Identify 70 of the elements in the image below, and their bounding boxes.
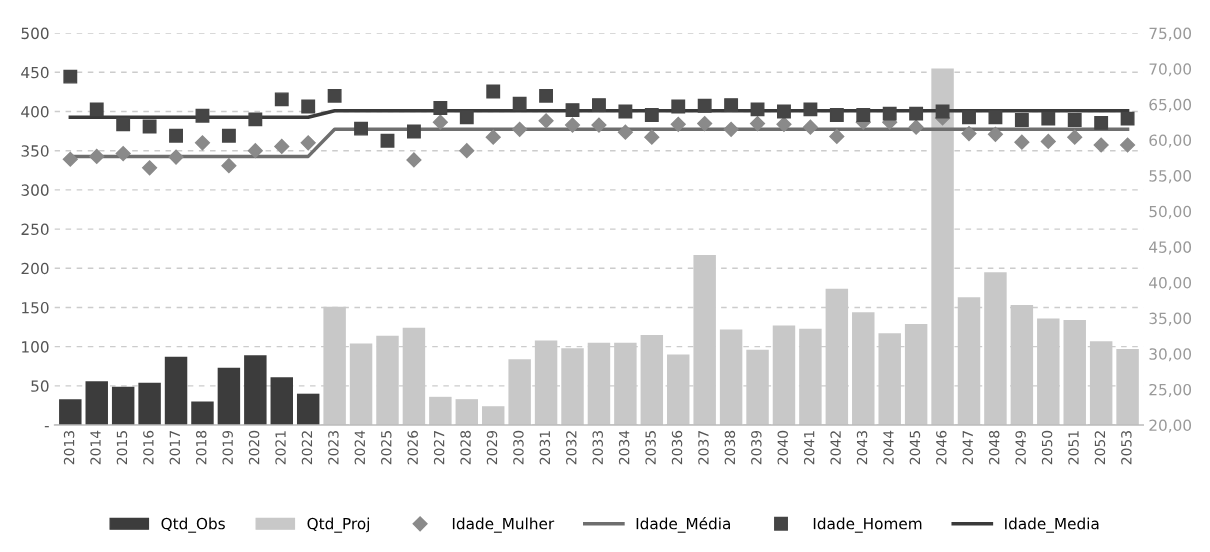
x-tick-label: 2044 — [883, 430, 894, 465]
y2-tick-label: 20,00 — [1149, 419, 1192, 433]
x-tick-label: 2030 — [513, 430, 524, 465]
y-tick-label: 450 — [21, 66, 49, 79]
x-tick-label: 2033 — [592, 431, 603, 465]
x-tick-label: 2027 — [433, 431, 445, 465]
y2-tick-label: 70,00 — [1149, 63, 1192, 77]
x-tick-label: 2043 — [856, 431, 868, 465]
x-tick-label: 2016 — [143, 430, 154, 465]
x-tick-label: 2048 — [988, 430, 1000, 465]
x-tick-label: 2036 — [671, 430, 683, 465]
y-tick-label: 50 — [31, 380, 49, 392]
x-tick-label: 2013 — [63, 431, 75, 465]
x-tick-label: 2024 — [354, 430, 366, 465]
x-tick-label: 2026 — [407, 430, 418, 465]
x-tick-label: 2039 — [751, 430, 762, 465]
legend-label: Qtd_Proj — [307, 517, 370, 533]
y-tick-label: 500 — [21, 27, 49, 40]
y-tick-label: - — [44, 426, 49, 428]
x-tick-label: 2020 — [248, 430, 260, 465]
x-tick-label: 2015 — [116, 431, 128, 465]
x-tick-label: 2035 — [645, 431, 656, 465]
x-tick-label: 2025 — [381, 431, 392, 465]
y-tick-label: 250 — [21, 223, 49, 236]
x-tick-label: 2019 — [222, 430, 233, 465]
y2-tick-label: 75,00 — [1149, 27, 1192, 41]
x-tick-label: 2018 — [195, 430, 207, 465]
x-tick-label: 2040 — [777, 430, 788, 465]
x-tick-label: 2014 — [90, 430, 101, 465]
x-tick-label: 2029 — [486, 430, 498, 465]
x-tick-label: 2021 — [275, 431, 286, 465]
y-tick-label: 200 — [21, 262, 49, 275]
y2-tick-label: 30,00 — [1149, 348, 1192, 362]
legend-label: Idade_Homem — [813, 517, 922, 533]
y2-tick-label: 45,00 — [1149, 241, 1192, 255]
y2-tick-label: 40,00 — [1149, 276, 1192, 291]
x-tick-label: 2051 — [1068, 431, 1079, 465]
x-tick-label: 2028 — [460, 430, 471, 465]
x-tick-label: 2017 — [169, 431, 181, 465]
y-tick-label: 400 — [21, 105, 49, 118]
x-tick-label: 2050 — [1041, 430, 1053, 465]
x-tick-label: 2045 — [909, 431, 921, 465]
x-tick-label: 2052 — [1094, 431, 1106, 465]
x-tick-label: 2038 — [724, 430, 736, 465]
x-tick-label: 2042 — [830, 431, 841, 465]
x-tick-label: 2034 — [618, 430, 630, 465]
y2-tick-label: 25,00 — [1149, 383, 1192, 397]
x-tick-label: 2053 — [1121, 431, 1132, 465]
x-tick-label: 2031 — [539, 431, 551, 465]
x-tick-label: 2037 — [698, 431, 709, 465]
y-tick-label: 100 — [22, 341, 49, 353]
x-tick-label: 2047 — [962, 431, 974, 465]
y-tick-label: 300 — [21, 184, 49, 196]
x-tick-label: 2022 — [301, 431, 313, 465]
y-tick-label: 150 — [22, 301, 49, 314]
y2-tick-label: 65,00 — [1149, 98, 1192, 112]
x-tick-label: 2041 — [803, 431, 815, 465]
legend-label: Idade_Mulher — [452, 517, 555, 533]
y-tick-label: 350 — [21, 145, 49, 157]
x-tick-label: 2046 — [936, 430, 947, 465]
legend-label: Qtd_Obs — [161, 517, 225, 533]
y2-tick-label: 50,00 — [1149, 205, 1192, 219]
legend-label: Idade_Média — [636, 516, 730, 533]
y2-tick-label: 55,00 — [1149, 170, 1192, 184]
x-tick-label: 2049 — [1015, 430, 1026, 465]
y2-tick-label: 35,00 — [1149, 312, 1192, 326]
x-tick-label: 2023 — [328, 431, 339, 465]
y2-tick-label: 60,00 — [1149, 134, 1192, 148]
legend-label: Idade_Media — [1005, 517, 1099, 533]
x-tick-label: 2032 — [566, 431, 577, 465]
